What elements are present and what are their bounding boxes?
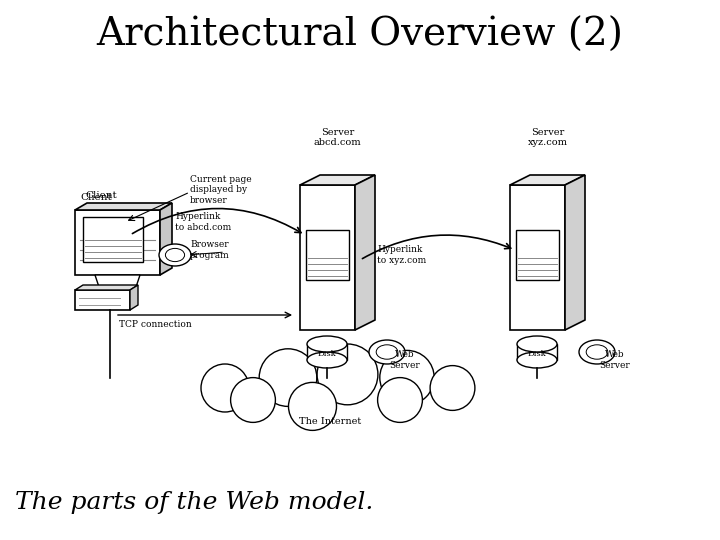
- Ellipse shape: [369, 340, 405, 364]
- Polygon shape: [517, 344, 557, 360]
- Polygon shape: [307, 344, 347, 360]
- Text: Client: Client: [85, 191, 117, 200]
- Text: The parts of the Web model.: The parts of the Web model.: [15, 490, 374, 514]
- Polygon shape: [75, 210, 160, 275]
- Polygon shape: [300, 175, 375, 185]
- Polygon shape: [83, 217, 143, 262]
- Circle shape: [317, 344, 378, 405]
- Circle shape: [230, 377, 275, 422]
- Text: Hyperlink
to abcd.com: Hyperlink to abcd.com: [175, 212, 231, 232]
- Ellipse shape: [517, 352, 557, 368]
- Polygon shape: [306, 230, 349, 280]
- Text: Architectural Overview (2): Architectural Overview (2): [96, 17, 624, 53]
- Polygon shape: [510, 185, 565, 330]
- Text: The Internet: The Internet: [299, 417, 361, 427]
- Polygon shape: [130, 285, 138, 310]
- Text: Server
xyz.com: Server xyz.com: [528, 127, 567, 147]
- Polygon shape: [510, 175, 585, 185]
- Ellipse shape: [307, 352, 347, 368]
- Polygon shape: [75, 285, 138, 290]
- Polygon shape: [160, 203, 172, 275]
- Polygon shape: [95, 275, 140, 290]
- Polygon shape: [75, 203, 172, 210]
- Circle shape: [289, 382, 336, 430]
- Circle shape: [259, 349, 317, 407]
- Circle shape: [430, 366, 475, 410]
- Polygon shape: [355, 175, 375, 330]
- Circle shape: [380, 350, 434, 405]
- Ellipse shape: [579, 340, 615, 364]
- Text: Disk: Disk: [318, 350, 336, 358]
- Text: Current page
displayed by
browser: Current page displayed by browser: [190, 175, 251, 205]
- Text: Web
Server: Web Server: [600, 350, 631, 370]
- Ellipse shape: [517, 336, 557, 352]
- Polygon shape: [300, 185, 355, 330]
- Polygon shape: [565, 175, 585, 330]
- Ellipse shape: [159, 244, 191, 266]
- Text: TCP connection: TCP connection: [119, 320, 192, 329]
- Ellipse shape: [307, 336, 347, 352]
- Text: Server
abcd.com: Server abcd.com: [314, 127, 361, 147]
- Circle shape: [201, 364, 249, 412]
- Text: Browser
program: Browser program: [190, 240, 230, 260]
- Polygon shape: [516, 230, 559, 280]
- Polygon shape: [75, 290, 130, 310]
- Text: Hyperlink
to xyz.com: Hyperlink to xyz.com: [377, 245, 426, 265]
- Text: Disk: Disk: [528, 350, 546, 358]
- Text: Web
Server: Web Server: [390, 350, 420, 370]
- Circle shape: [377, 377, 423, 422]
- Text: Client: Client: [80, 193, 112, 202]
